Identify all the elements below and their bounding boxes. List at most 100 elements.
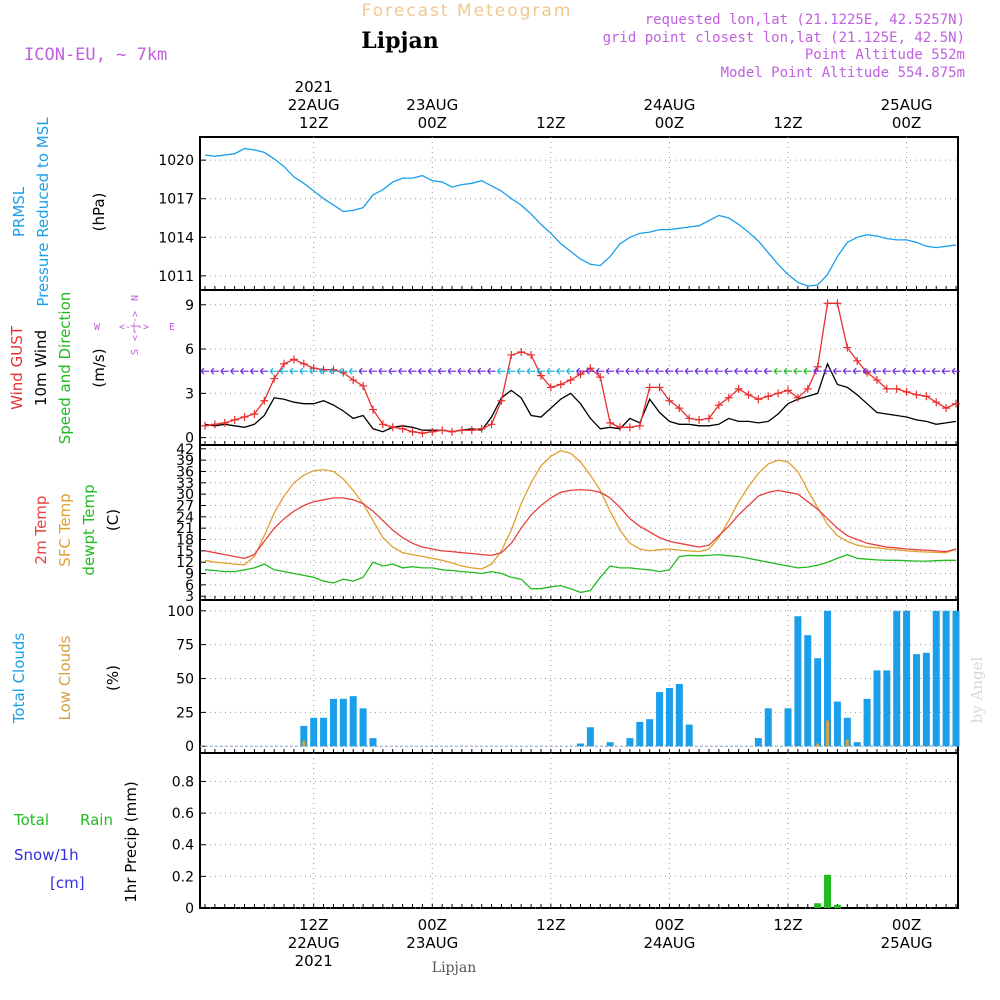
total-cloud-bar	[942, 610, 950, 747]
total-cloud-bar	[359, 708, 367, 747]
gust-marker	[606, 418, 615, 427]
total-cloud-bar	[843, 717, 851, 747]
gust-marker	[240, 412, 249, 421]
info-altitude: Point Altitude 552m	[805, 47, 965, 63]
gust-marker	[665, 396, 674, 405]
wind-dir-arrow	[625, 367, 634, 375]
compass-mid-vertical: <-|->	[130, 311, 141, 341]
top-time-label: 23AUG	[406, 96, 458, 114]
gust-marker	[695, 415, 704, 424]
bottom-time-label: 23AUG	[406, 934, 458, 952]
gust-marker	[428, 427, 437, 436]
pressure-ylabels: PRMSL Pressure Reduced to MSL (hPa)	[10, 117, 108, 307]
wind-dir-arrow	[813, 367, 822, 375]
top-time-label: 12Z	[536, 114, 565, 132]
y-tick-label: 0.6	[172, 806, 194, 822]
wind-dir-arrow	[605, 367, 615, 375]
gust-marker	[220, 418, 229, 427]
wind-dir-arrow	[882, 367, 891, 375]
info-requested: requested lon,lat (21.1225E, 42.5257N)	[645, 12, 965, 28]
bottom-time-label: 12Z	[773, 916, 802, 934]
info-model-altitude: Model Point Altitude 554.875m	[721, 65, 965, 81]
gust-marker	[477, 424, 486, 433]
gust-marker	[764, 392, 773, 401]
gust-marker	[536, 371, 545, 380]
gust-marker	[556, 380, 565, 389]
wind-dir-arrow	[912, 367, 921, 375]
wind-dir-arrow	[497, 367, 506, 375]
total-cloud-bar	[804, 635, 812, 747]
pressure-panel: 1011 1014 1017 1020	[158, 136, 959, 291]
y-tick-label: 9	[185, 298, 194, 314]
gust-marker	[230, 415, 239, 424]
wind-label-gust: Wind GUST	[8, 325, 26, 410]
total-cloud-bar	[833, 701, 841, 747]
wind-dir-arrow	[506, 367, 516, 375]
total-cloud-bar	[903, 610, 911, 747]
gust-marker	[378, 420, 387, 429]
y-tick-label: 1020	[158, 153, 194, 169]
total-cloud-bar	[577, 743, 584, 747]
wind-dir-arrow	[279, 367, 289, 375]
wind-dir-arrow	[536, 367, 545, 375]
gust-marker	[487, 420, 496, 429]
gust-marker	[448, 427, 457, 436]
wind-dir-arrow	[477, 367, 486, 375]
wind-dir-arrow	[289, 367, 298, 375]
bottom-time-label: 00Z	[892, 916, 921, 934]
temp-ylabels: 2m Temp SFC Temp dewpt Temp (C)	[32, 484, 122, 575]
gust-marker	[527, 350, 536, 359]
gust-marker	[596, 373, 605, 382]
wind-dir-arrow	[753, 367, 763, 375]
station-name: Lipjan	[361, 28, 438, 54]
total-cloud-bar	[873, 670, 881, 747]
y-tick-label: 3	[185, 386, 194, 402]
gust-marker	[418, 429, 427, 438]
top-time-label: 00Z	[655, 114, 684, 132]
wind-dir-arrow	[338, 367, 348, 375]
temp-label-2m: 2m Temp	[32, 496, 50, 565]
cloud-label-unit: (%)	[104, 665, 122, 691]
top-time-label: 00Z	[892, 114, 921, 132]
temp-label-unit: (C)	[104, 509, 122, 531]
gust-marker	[408, 427, 417, 436]
precip-panel: 0 0.2 0.4 0.6 0.8	[172, 752, 959, 917]
wind-dir-arrow	[763, 367, 773, 375]
wind-dir-arrow	[516, 367, 526, 375]
y-tick-label: 36	[176, 464, 194, 480]
low-cloud-bar	[816, 743, 820, 747]
gust-marker	[438, 426, 447, 435]
footer-station: Lipjan	[432, 960, 476, 976]
wind-dir-arrow	[714, 367, 723, 375]
sfc-temp-line	[204, 450, 957, 570]
wind-dir-arrow	[823, 367, 832, 375]
wind-dir-arrow	[951, 367, 960, 375]
info-gridpoint: grid point closest lon,lat (21.125E, 42.…	[603, 30, 965, 46]
wind-dir-arrow	[842, 367, 852, 375]
wind-dir-arrow	[645, 367, 654, 375]
compass-n: N	[130, 295, 141, 301]
wind-dir-arrow	[398, 367, 407, 375]
gust-marker	[457, 426, 466, 435]
gust-marker	[784, 386, 793, 395]
y-tick-label: 42	[176, 442, 194, 458]
gust-marker	[724, 393, 733, 402]
gust-marker	[299, 359, 308, 368]
wind-dir-arrow	[674, 367, 684, 375]
gust-marker	[467, 426, 476, 435]
wind-panel: 0 3 6 9	[185, 289, 960, 447]
wind-dir-arrow	[427, 367, 437, 375]
wind-dir-arrow	[200, 367, 209, 375]
gust-marker	[704, 414, 713, 423]
wind-dir-arrow	[358, 367, 368, 375]
wind-dir-arrow	[921, 367, 931, 375]
gust-marker	[280, 359, 289, 368]
total-cloud-bar	[349, 696, 357, 747]
top-time-label: 24AUG	[643, 96, 695, 114]
wind-dir-arrow	[220, 367, 229, 375]
rain-bar	[814, 903, 822, 908]
gust-marker	[942, 404, 951, 413]
gust-marker	[359, 381, 368, 390]
precip-label-snow: Snow/1h	[14, 846, 79, 864]
y-tick-label: 24	[176, 510, 194, 526]
